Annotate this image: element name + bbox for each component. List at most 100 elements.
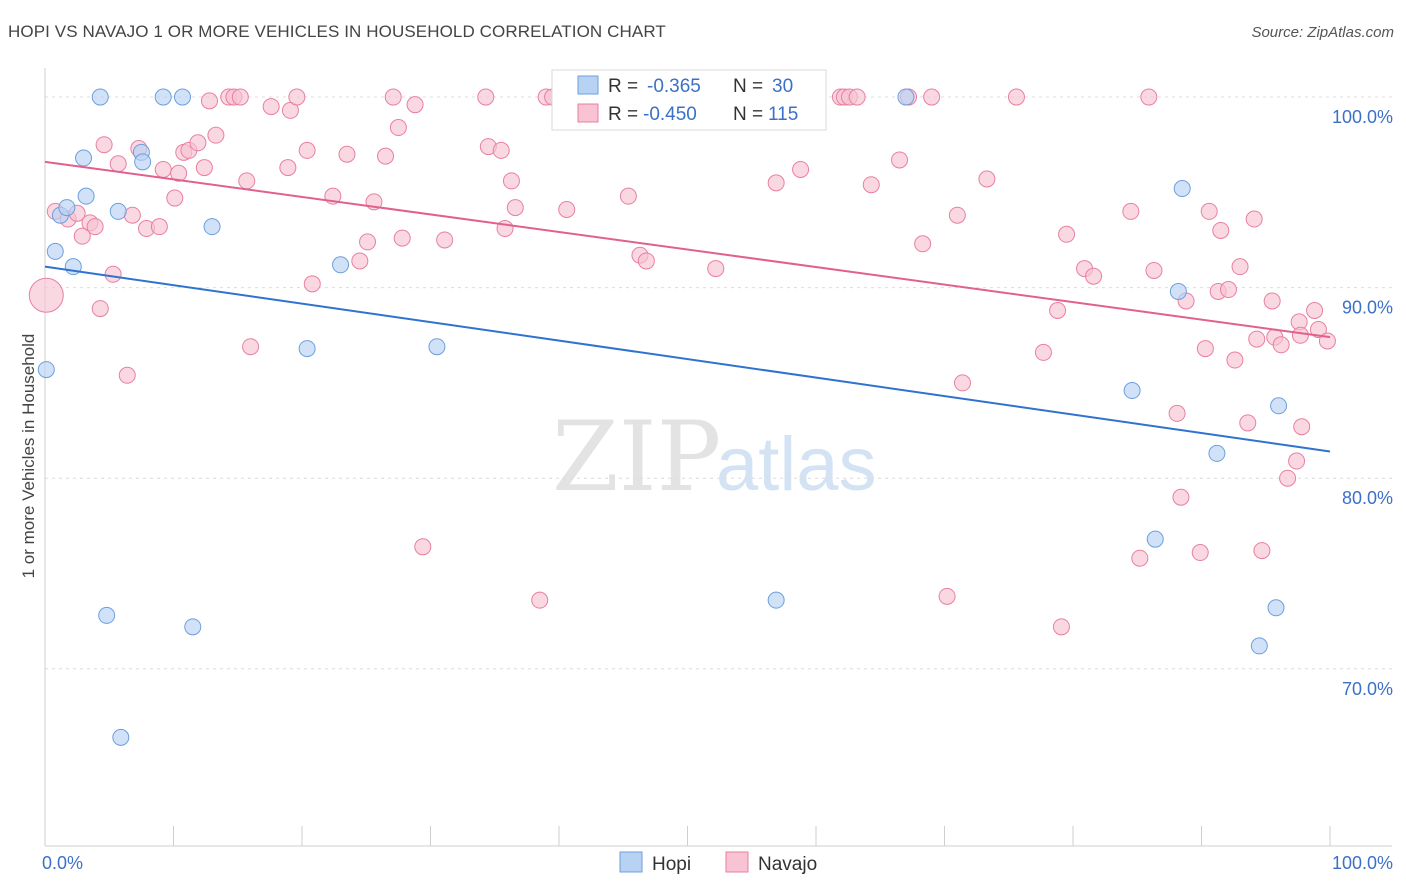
hopi-point [1250, 637, 1268, 655]
hopi-point [109, 202, 127, 220]
navajo-point [279, 159, 297, 177]
navajo-point [1140, 88, 1158, 106]
navajo-point [338, 145, 356, 163]
hopi-point [98, 606, 116, 624]
watermark-zip: ZIP [552, 401, 721, 513]
hopi-point [332, 256, 350, 274]
zipatlas-watermark: ZIP atlas [552, 401, 877, 513]
navajo-point [1145, 261, 1163, 279]
navajo-point [1168, 404, 1186, 422]
hopi-point [1270, 397, 1288, 415]
navajo-point [200, 92, 218, 110]
navajo-point [1231, 258, 1249, 276]
navajo-n-value: 115 [768, 104, 798, 125]
hopi-point [134, 153, 152, 171]
hopi-n-value: 30 [772, 76, 793, 97]
legend-hopi-swatch [619, 851, 643, 873]
x-tick-labels: 0.0% 100.0% [42, 853, 1393, 873]
navajo-point [531, 591, 549, 609]
navajo-point [637, 252, 655, 270]
navajo-point [978, 170, 996, 188]
navajo-point [1263, 292, 1281, 310]
navajo-point [1085, 267, 1103, 285]
stats-box: R = -0.365 N = 30 R = -0.450 N = 115 [551, 69, 827, 131]
navajo-point [1172, 488, 1190, 506]
x-tick-label-end: 100.0% [1332, 853, 1393, 873]
navajo-point [303, 275, 321, 293]
hopi-point [428, 338, 446, 356]
legend: Hopi Navajo [619, 851, 817, 875]
navajo-point [502, 172, 520, 190]
navajo-point [492, 141, 510, 159]
trend-lines [44, 160, 1331, 453]
hopi-point [154, 88, 172, 106]
navajo-point [862, 176, 880, 194]
navajo-point [288, 88, 306, 106]
navajo-point [242, 338, 260, 356]
hopi-point [1173, 180, 1191, 198]
navajo-point [166, 189, 184, 207]
navajo-point [393, 229, 411, 247]
navajo-point [109, 155, 127, 173]
navajo-point [948, 206, 966, 224]
navajo-point [1212, 221, 1230, 239]
navajo-point [154, 160, 172, 178]
y-tick-labels: 100.0% 90.0% 80.0% 70.0% [1332, 107, 1393, 699]
hopi-point [91, 88, 109, 106]
hopi-point [767, 591, 785, 609]
navajo-point [28, 277, 64, 313]
hopi-point [37, 361, 55, 379]
navajo-point [1253, 542, 1271, 560]
hopi-point [1146, 530, 1164, 548]
navajo-point [506, 199, 524, 217]
hopi-point [897, 88, 915, 106]
navajo-r-value: -0.450 [643, 104, 697, 125]
hopi-point [1123, 382, 1141, 400]
navajo-point [170, 164, 188, 182]
legend-navajo-label: Navajo [758, 854, 817, 875]
navajo-point [384, 88, 402, 106]
navajo-point [414, 538, 432, 556]
navajo-point [406, 96, 424, 114]
navajo-point [767, 174, 785, 192]
navajo-point [436, 231, 454, 249]
navajo-point [359, 233, 377, 251]
navajo-point [1245, 210, 1263, 228]
hopi-point [77, 187, 95, 205]
chart-title: HOPI VS NAVAJO 1 OR MORE VEHICLES IN HOU… [8, 22, 666, 41]
navajo-point [207, 126, 225, 144]
navajo-point [848, 88, 866, 106]
navajo-point [938, 587, 956, 605]
navajo-point [1200, 202, 1218, 220]
navajo-point [1058, 225, 1076, 243]
hopi-point [184, 618, 202, 636]
y-axis-label: 1 or more Vehicles in Household [19, 334, 38, 579]
y-tick-label: 80.0% [1342, 488, 1393, 508]
legend-navajo-swatch [725, 851, 749, 873]
navajo-point [1279, 469, 1297, 487]
navajo-point [389, 119, 407, 137]
navajo-point [477, 88, 495, 106]
navajo-r-label: R = [608, 104, 638, 125]
hopi-r-label: R = [608, 76, 638, 97]
navajo-point [619, 187, 637, 205]
y-tick-label: 100.0% [1332, 107, 1393, 127]
navajo-point [1309, 321, 1327, 339]
navajo-point [1226, 351, 1244, 369]
legend-hopi-label: Hopi [652, 854, 691, 875]
navajo-point [558, 200, 576, 218]
navajo-trend-line [44, 160, 1331, 339]
navajo-point [195, 159, 213, 177]
navajo-point [1291, 326, 1309, 344]
navajo-point [150, 218, 168, 236]
y-tick-label: 90.0% [1342, 298, 1393, 318]
navajo-point [1293, 418, 1311, 436]
navajo-point [1034, 343, 1052, 361]
navajo-point [73, 227, 91, 245]
navajo-n-label: N = [733, 104, 763, 125]
source-label: Source: ZipAtlas.com [1251, 24, 1394, 41]
navajo-points [28, 88, 1336, 636]
navajo-point [1196, 340, 1214, 358]
navajo-point [238, 172, 256, 190]
y-tick-label: 70.0% [1342, 679, 1393, 699]
